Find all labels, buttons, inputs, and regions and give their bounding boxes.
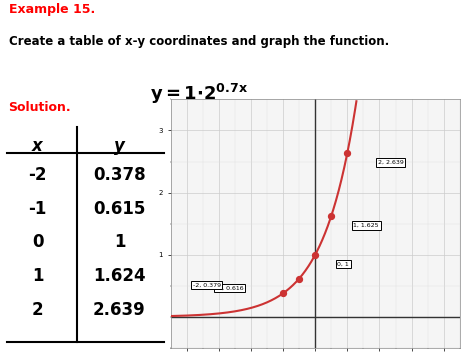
Text: 1.624: 1.624	[93, 267, 146, 285]
Text: 2, 2.639: 2, 2.639	[378, 160, 404, 165]
Text: -2, 0.379: -2, 0.379	[193, 282, 221, 287]
Text: 0, 1: 0, 1	[337, 262, 349, 267]
Text: 1, 1.625: 1, 1.625	[354, 223, 379, 228]
Point	[279, 290, 287, 296]
Text: Solution.: Solution.	[9, 101, 71, 114]
Text: 0: 0	[32, 233, 43, 251]
Text: -2: -2	[28, 166, 47, 184]
Text: 1: 1	[32, 267, 43, 285]
Point	[295, 276, 303, 282]
Text: 0.378: 0.378	[93, 166, 146, 184]
Point	[344, 150, 351, 156]
Point	[328, 213, 335, 219]
Text: -1, 0.616: -1, 0.616	[216, 286, 244, 291]
Text: 0.615: 0.615	[93, 200, 146, 218]
Text: x: x	[32, 137, 43, 155]
Text: -1: -1	[28, 200, 47, 218]
Text: $\mathbf{y = 1{\bullet}2^{0.7x}}$: $\mathbf{y = 1{\bullet}2^{0.7x}}$	[150, 82, 248, 105]
Text: Create a table of x-y coordinates and graph the function.: Create a table of x-y coordinates and gr…	[9, 35, 390, 48]
Text: Example 15.: Example 15.	[9, 3, 96, 16]
Text: 2.639: 2.639	[93, 301, 146, 318]
Text: y: y	[114, 137, 125, 155]
Point	[311, 252, 319, 258]
Text: 1: 1	[114, 233, 125, 251]
Text: 2: 2	[32, 301, 43, 318]
